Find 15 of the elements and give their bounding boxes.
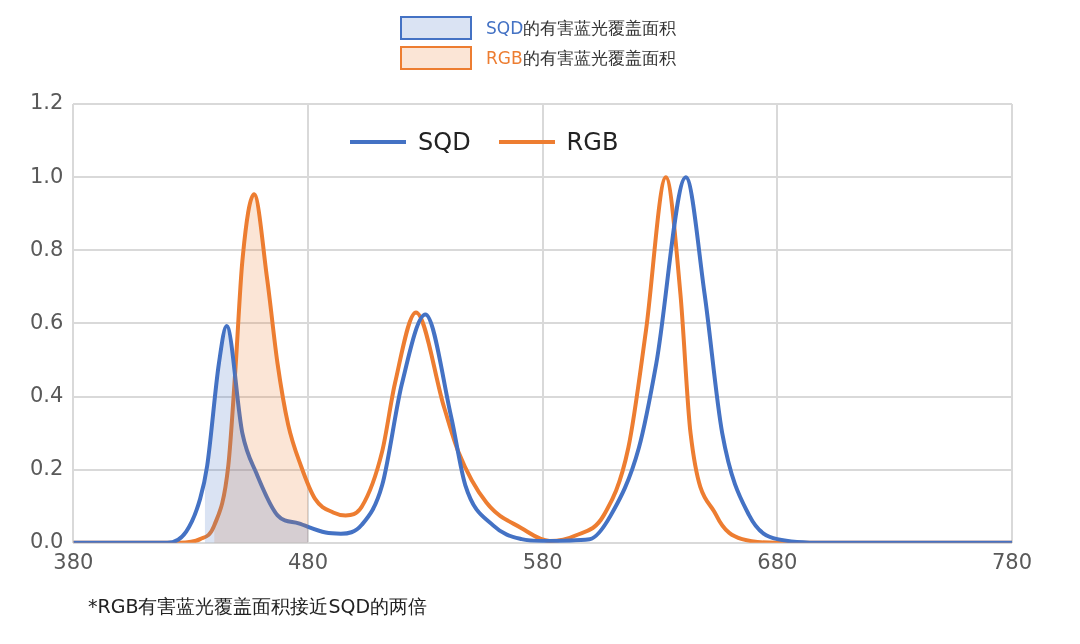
legend-label: RGB bbox=[566, 128, 619, 156]
y-tick-label: 0.2 bbox=[29, 456, 64, 481]
y-tick-label: 0.8 bbox=[29, 236, 64, 261]
legend-label: RGB的有害蓝光覆盖面积 bbox=[486, 46, 676, 70]
x-tick-label: 680 bbox=[757, 549, 798, 574]
x-tick-label: 480 bbox=[288, 549, 329, 574]
y-tick-label: 0.6 bbox=[29, 309, 64, 334]
y-tick-label: 0.4 bbox=[29, 382, 64, 407]
legend-label: SQD bbox=[418, 128, 471, 156]
y-tick-label: 1.2 bbox=[29, 90, 64, 115]
x-tick-label: 580 bbox=[522, 549, 563, 574]
x-tick-label: 780 bbox=[991, 549, 1033, 574]
legend-label: SQD的有害蓝光覆盖面积 bbox=[486, 16, 677, 40]
y-tick-label: 1.0 bbox=[29, 163, 64, 188]
text: *RGB有害蓝光覆盖面积接近SQD的两倍 bbox=[88, 594, 428, 619]
